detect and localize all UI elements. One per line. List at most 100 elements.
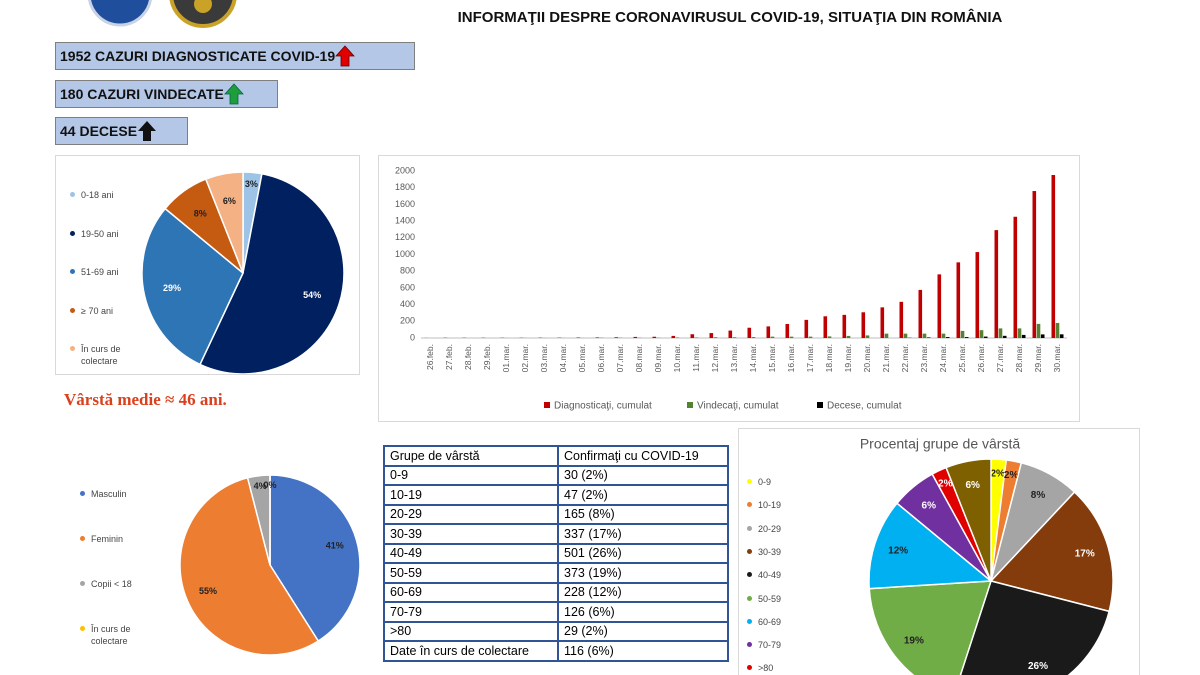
pie-slice: [945, 458, 992, 582]
pie-slice: [959, 580, 1111, 675]
x-tick-label: 11.mar.: [691, 344, 701, 372]
table-row: 70-79 126 (6%): [383, 601, 729, 623]
slice-label: 54%: [303, 290, 321, 300]
table-cell: 30-39: [383, 523, 559, 545]
arrow-up: [335, 45, 356, 67]
x-tick-label: 08.mar.: [634, 344, 644, 372]
y-tick-label: 1800: [395, 182, 415, 192]
chart-box: Procentaj grupe de vârstă 2% 2% 8% 17% 26% 19%…: [738, 428, 1140, 675]
table-row: 20-29 165 (8%): [383, 503, 729, 525]
chart-svg: Procentaj grupe de vârstă2%2%8%17%26%19%…: [860, 436, 1114, 675]
bar: [694, 337, 699, 338]
average-age: Vârstă medie ≈ 46 ani.: [64, 390, 227, 409]
table-cell: 126 (6%): [557, 601, 729, 623]
legend-swatch: [544, 402, 550, 408]
x-tick-label: 13.mar.: [729, 344, 739, 372]
bar: [941, 333, 946, 338]
bar: [827, 336, 832, 338]
x-tick-label: 01.mar.: [501, 344, 511, 372]
x-tick-label: 29.feb.: [482, 344, 492, 370]
table-cell: 30 (2%): [557, 464, 729, 486]
x-tick-label: 17.mar.: [805, 344, 815, 372]
x-tick-label: 22.mar.: [900, 344, 910, 372]
legend-swatch: [747, 618, 752, 624]
slice-label: 2%: [1004, 470, 1019, 481]
legend-swatch: [747, 595, 752, 601]
pie-slice: [198, 172, 345, 374]
table-cell: 60-69: [383, 581, 559, 603]
age-table: Grupe de vârstă Confirmaţi cu COVID-19 0-9…: [383, 445, 729, 662]
y-tick-label: 200: [400, 316, 415, 326]
x-tick-label: 26.mar.: [976, 344, 986, 372]
bar: [846, 335, 851, 338]
legend-swatch: [687, 402, 693, 408]
table-header-cell: Grupe de vârstă: [383, 445, 559, 467]
x-tick-label: 21.mar.: [881, 344, 891, 372]
chart-box: 3% 54% 29% 8% 6% 0-18 ani 19-50 ani 51-69 ani ≥ …: [55, 155, 360, 375]
legend-item: 20-29: [747, 523, 807, 535]
legend-label: 30-39: [758, 546, 782, 557]
legend-label: Vindecaţi, cumulat: [697, 401, 779, 412]
bar: [652, 336, 657, 338]
bar: [732, 337, 737, 338]
bar: [1059, 334, 1064, 338]
bar: [1013, 216, 1018, 338]
slice-label: 8%: [1031, 490, 1046, 501]
x-tick-label: 24.mar.: [938, 344, 948, 372]
table-row: 30-39 337 (17%): [383, 523, 729, 545]
legend-label: 0-9: [758, 477, 772, 487]
bar: [770, 336, 775, 338]
pie-slice: [204, 171, 244, 274]
y-tick-label: 1200: [395, 232, 415, 242]
legend-swatch: [747, 502, 752, 508]
chart-box: 0 200 400 600 800 1000 1200 1400 1600 1800 2000 26.…: [378, 155, 1080, 422]
x-tick-label: 30.mar.: [1052, 344, 1062, 372]
table-header-cell: Confirmaţi cu COVID-19: [557, 445, 729, 467]
x-tick-label: 18.mar.: [824, 344, 834, 372]
table-row: 10-19 47 (2%): [383, 484, 729, 506]
x-tick-label: 14.mar.: [748, 344, 758, 372]
legend-label: Copii < 18: [91, 579, 132, 589]
x-tick-label: 27.mar.: [995, 344, 1005, 372]
legend-label: 20-29: [758, 523, 782, 534]
bar: [789, 336, 794, 338]
legend-label: Masculin: [91, 489, 127, 499]
x-tick-label: 16.mar.: [786, 344, 796, 372]
x-tick-label: 12.mar.: [710, 344, 720, 372]
bar: [713, 337, 718, 338]
arrow-up: [138, 121, 157, 141]
legend-item: 0-9: [747, 476, 807, 488]
x-tick-label: 05.mar.: [577, 344, 587, 372]
x-tick-label: 09.mar.: [653, 344, 663, 372]
bar: [690, 334, 695, 338]
bar: [823, 316, 828, 338]
legend-label: 70-79: [758, 640, 782, 651]
bar: [747, 327, 752, 338]
y-tick-label: 800: [400, 266, 415, 276]
bar: [576, 337, 581, 338]
legend-item: În curs de colectare: [80, 623, 160, 647]
bar: [675, 337, 680, 338]
legend-swatch: [70, 346, 75, 351]
legend-item: În curs de colectare: [70, 343, 132, 367]
slice-label: 41%: [326, 541, 344, 551]
legend-swatch: [70, 307, 75, 313]
bar: [884, 333, 889, 338]
y-tick-label: 0: [410, 332, 415, 342]
legend-item: >80: [747, 662, 807, 674]
slice-label: 2%: [991, 468, 1006, 479]
x-tick-label: 04.mar.: [558, 344, 568, 372]
table-cell: 0-9: [383, 464, 559, 486]
bar: [1040, 334, 1045, 338]
bar: [1036, 323, 1041, 338]
legend-swatch: [80, 491, 85, 496]
table-wrap: Grupe de vârstă Confirmaţi cu COVID-19 0-9…: [383, 445, 729, 662]
legend-swatch: [80, 581, 85, 586]
bar: [1055, 322, 1060, 338]
table-cell: 373 (19%): [557, 562, 729, 584]
pie-slice: [141, 207, 244, 366]
bar: [918, 289, 923, 338]
table-cell: Date în curs de colectare: [383, 640, 559, 662]
legend-item: 19-50 ani: [70, 228, 132, 240]
bar: [671, 335, 676, 338]
